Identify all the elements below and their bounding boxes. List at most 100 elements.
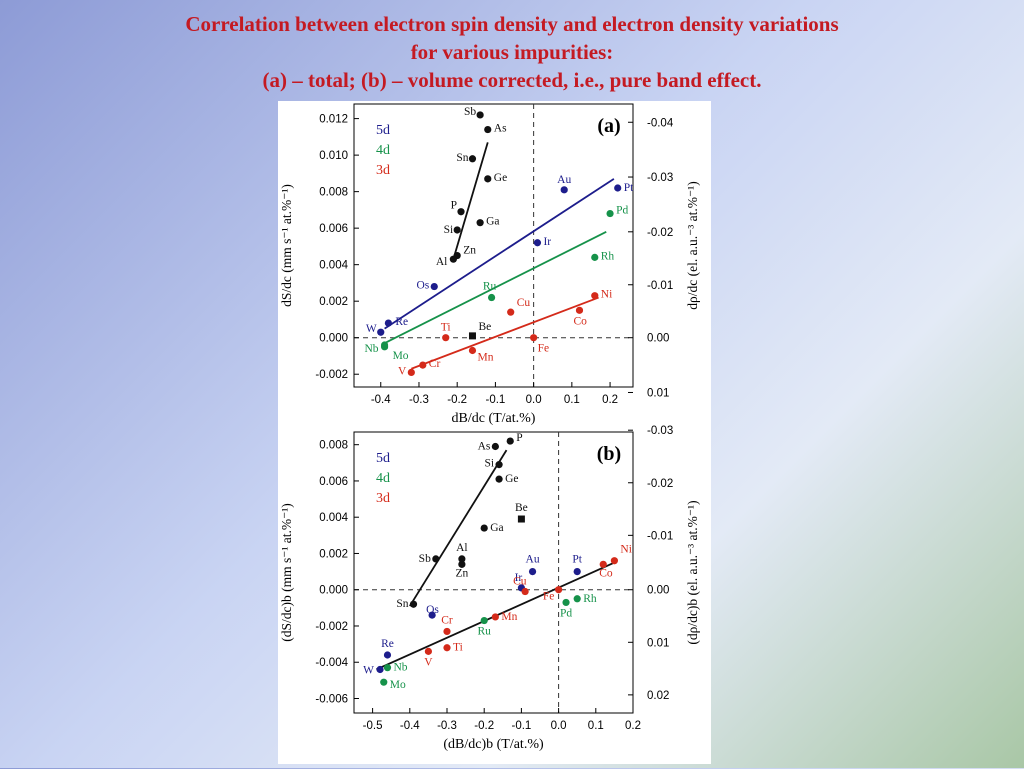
point-label: As bbox=[494, 123, 507, 135]
data-point bbox=[419, 361, 427, 369]
x-tick-label: 0.1 bbox=[564, 394, 580, 406]
x-tick-label: 0.0 bbox=[551, 720, 567, 732]
x-tick-label: -0.2 bbox=[474, 720, 494, 732]
data-point bbox=[491, 613, 499, 621]
point-label: Pd bbox=[560, 607, 572, 619]
y-axis-title: dS/dc (mm s⁻¹ at.%⁻¹) bbox=[279, 184, 294, 307]
x-axis-title: dB/dc (T/at.%) bbox=[452, 411, 536, 426]
data-point bbox=[484, 125, 492, 134]
data-point bbox=[443, 627, 451, 636]
data-point bbox=[376, 665, 384, 674]
panel-label: (a) bbox=[597, 115, 620, 137]
y2-axis-title: dρ/dc (el. a.u.⁻³ at.%⁻¹) bbox=[685, 181, 700, 309]
data-point bbox=[424, 647, 432, 655]
point-label: Co bbox=[573, 315, 587, 327]
x-tick-label: -0.3 bbox=[409, 394, 429, 406]
panel-a: -0.4 -0.3 -0.2 -0.1 0.0 0.1 0.2 -0.002 0.000 0.00… bbox=[279, 103, 700, 426]
data-point bbox=[506, 437, 514, 445]
data-point bbox=[484, 175, 492, 183]
x-tick-label: -0.1 bbox=[485, 394, 505, 406]
y2-axis-title: (dρ/dc)b (el. a.u.⁻³ at.%⁻¹) bbox=[685, 500, 700, 644]
y2-tick-label: 0.01 bbox=[647, 387, 669, 399]
data-point bbox=[468, 155, 477, 163]
point-label: V bbox=[398, 365, 407, 377]
fit-line-sp bbox=[409, 449, 508, 607]
point-label: Ni bbox=[620, 544, 632, 556]
point-label: Zn bbox=[455, 567, 468, 579]
data-point bbox=[432, 555, 440, 563]
data-point bbox=[442, 334, 450, 342]
point-label: Ir bbox=[543, 236, 551, 248]
data-point bbox=[383, 651, 392, 659]
data-point bbox=[521, 587, 529, 596]
data-point bbox=[495, 475, 503, 483]
y2-tick-label: -0.02 bbox=[647, 478, 673, 490]
y-tick-label: 0.004 bbox=[319, 512, 348, 524]
data-point bbox=[507, 308, 515, 316]
point-label: Cu bbox=[517, 297, 531, 309]
figure-panel: -0.4 -0.3 -0.2 -0.1 0.0 0.1 0.2 -0.002 0.000 0.00… bbox=[278, 101, 711, 764]
fit-line-sp bbox=[452, 142, 489, 260]
point-label: Be bbox=[515, 502, 528, 514]
point-label: Zn bbox=[463, 245, 476, 257]
data-point bbox=[383, 664, 392, 672]
point-label: Be bbox=[478, 321, 491, 333]
y-tick-label: 0.006 bbox=[319, 223, 348, 235]
point-label: Cu bbox=[513, 576, 527, 588]
data-point bbox=[487, 293, 496, 302]
point-label: As bbox=[478, 441, 491, 453]
point-label: Pt bbox=[572, 554, 582, 566]
y2-tick-label: -0.02 bbox=[647, 227, 673, 239]
data-point bbox=[614, 184, 622, 192]
slide-title: Correlation between electron spin densit… bbox=[0, 10, 1024, 94]
point-label: Au bbox=[557, 174, 571, 186]
point-label: Nb bbox=[365, 343, 379, 355]
point-label: Sn bbox=[396, 598, 408, 610]
y-tick-label: -0.002 bbox=[315, 621, 348, 633]
data-point bbox=[495, 461, 503, 469]
point-label: Re bbox=[395, 316, 408, 328]
x-tick-label: -0.4 bbox=[400, 720, 420, 732]
point-label: V bbox=[424, 656, 433, 668]
data-point bbox=[491, 442, 499, 451]
y-tick-label: 0.006 bbox=[319, 476, 348, 488]
y-tick-label: 0.012 bbox=[319, 114, 348, 126]
point-label: Ti bbox=[453, 642, 463, 654]
point-label: Pd bbox=[616, 205, 628, 217]
legend-entry-4d: 4d bbox=[376, 143, 390, 158]
legend-entry-4d: 4d bbox=[376, 471, 390, 486]
panel-b: -0.5 -0.4 -0.3 -0.2 -0.1 0.0 0.1 0.2 -0.006 -0.00… bbox=[279, 425, 700, 752]
y-tick-label: 0.002 bbox=[319, 548, 348, 560]
x-tick-label: -0.1 bbox=[511, 720, 531, 732]
point-label: Ti bbox=[441, 322, 451, 334]
x-tick-label: 0.2 bbox=[602, 394, 618, 406]
title-line-3: (a) – total; (b) – volume corrected, i.e… bbox=[262, 68, 762, 92]
legend-entry-3d: 3d bbox=[376, 163, 390, 178]
data-point bbox=[377, 328, 385, 336]
data-point bbox=[449, 255, 457, 263]
y2-tick-label: -0.03 bbox=[647, 425, 673, 437]
point-label: Co bbox=[599, 567, 613, 579]
point-label: Sb bbox=[464, 106, 476, 118]
point-label: Sn bbox=[456, 152, 468, 164]
data-point bbox=[555, 586, 563, 594]
chart-figure: -0.4 -0.3 -0.2 -0.1 0.0 0.1 0.2-0.0020.0000.00… bbox=[279, 103, 700, 752]
data-point bbox=[453, 226, 461, 234]
fit-line-5d bbox=[384, 178, 615, 330]
point-label: P bbox=[451, 200, 457, 212]
point-label: Mn bbox=[501, 611, 517, 623]
data-point-square bbox=[517, 515, 525, 523]
point-label: Ir bbox=[515, 572, 523, 584]
data-point bbox=[591, 292, 599, 300]
data-point bbox=[591, 253, 599, 261]
fit-line-4d bbox=[384, 231, 607, 344]
data-point bbox=[428, 611, 436, 619]
plot-frame bbox=[353, 431, 634, 714]
data-point bbox=[606, 209, 614, 218]
point-label: Cr bbox=[429, 358, 441, 370]
point-label: Si bbox=[444, 224, 454, 236]
point-label: W bbox=[366, 323, 377, 335]
data-point bbox=[407, 368, 415, 376]
point-label: Ge bbox=[494, 172, 507, 184]
x-tick-label: -0.4 bbox=[371, 394, 391, 406]
